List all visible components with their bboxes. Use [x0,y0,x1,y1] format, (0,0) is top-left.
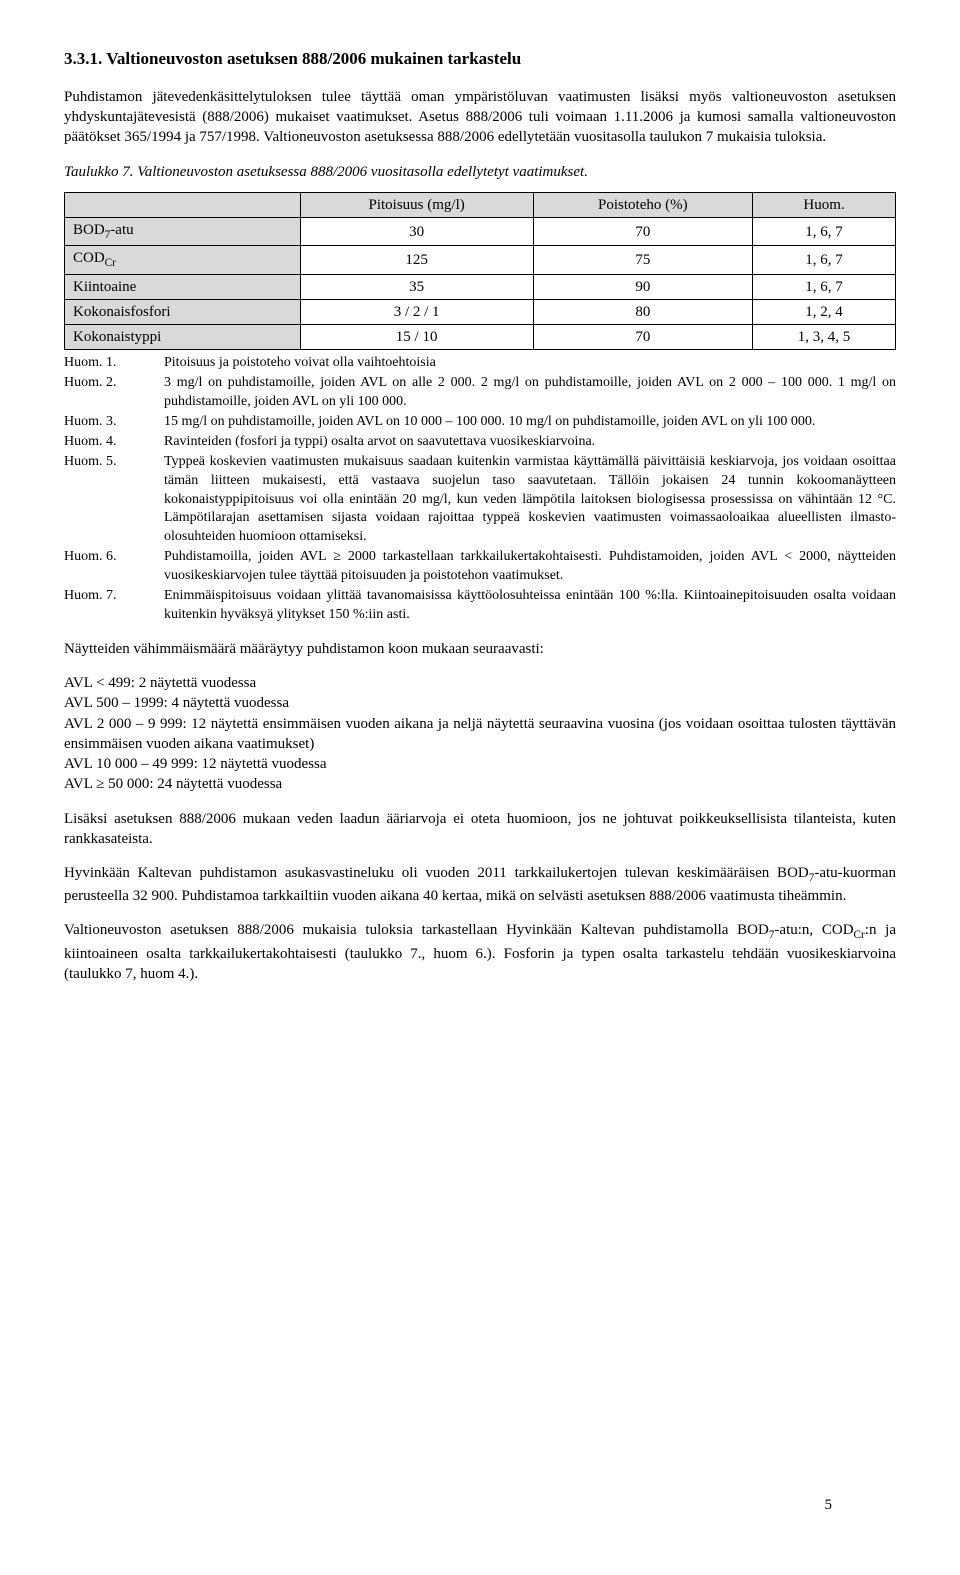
col-blank [65,192,301,217]
samples-intro: Näytteiden vähimmäismäärä määräytyy puhd… [64,639,896,659]
table-cell: 1, 2, 4 [752,299,895,324]
table-cell: 70 [533,325,752,350]
table-cell: 1, 3, 4, 5 [752,325,895,350]
table-cell: 80 [533,299,752,324]
table-row-label: Kokonaistyppi [65,325,301,350]
section-heading: 3.3.1. Valtioneuvoston asetuksen 888/200… [64,48,896,71]
table-cell: 1, 6, 7 [752,274,895,299]
table-row-label: Kiintoaine [65,274,301,299]
page-number: 5 [825,1495,833,1515]
table-caption: Taulukko 7. Valtioneuvoston asetuksessa … [64,162,896,182]
note-text: Ravinteiden (fosfori ja typpi) osalta ar… [164,433,896,452]
table-cell: 1, 6, 7 [752,218,895,246]
note-label: Huom. 6. [64,548,164,567]
col-pitoisuus: Pitoisuus (mg/l) [300,192,533,217]
note-label: Huom. 5. [64,453,164,472]
note-row: Huom. 6.Puhdistamoilla, joiden AVL ≥ 200… [64,548,896,586]
col-poistoteho: Poistoteho (%) [533,192,752,217]
note-row: Huom. 4.Ravinteiden (fosfori ja typpi) o… [64,433,896,452]
table-cell: 15 / 10 [300,325,533,350]
table-cell: 1, 6, 7 [752,246,895,274]
table-cell: 3 / 2 / 1 [300,299,533,324]
table-cell: 70 [533,218,752,246]
table-row-label: CODCr [65,246,301,274]
table-cell: 75 [533,246,752,274]
table-row-label: BOD7-atu [65,218,301,246]
table-body: BOD7-atu30701, 6, 7CODCr125751, 6, 7Kiin… [65,218,896,350]
requirements-table: Pitoisuus (mg/l) Poistoteho (%) Huom. BO… [64,192,896,350]
note-label: Huom. 3. [64,413,164,432]
note-row: Huom. 3.15 mg/l on puhdistamoille, joide… [64,413,896,432]
note-row: Huom. 5.Typpeä koskevien vaatimusten muk… [64,453,896,547]
note-row: Huom. 2.3 mg/l on puhdistamoille, joiden… [64,374,896,412]
table-cell: 35 [300,274,533,299]
table-cell: 30 [300,218,533,246]
note-text: Pitoisuus ja poistoteho voivat olla vaih… [164,354,896,373]
intro-paragraph: Puhdistamon jätevedenkäsittelytuloksen t… [64,87,896,148]
body-p5: Valtioneuvoston asetuksen 888/2006 mukai… [64,920,896,984]
body-p3: Lisäksi asetuksen 888/2006 mukaan veden … [64,809,896,850]
note-text: Typpeä koskevien vaatimusten mukaisuus s… [164,453,896,547]
body-p4: Hyvinkään Kaltevan puhdistamon asukasvas… [64,863,896,906]
note-label: Huom. 2. [64,374,164,393]
note-label: Huom. 4. [64,433,164,452]
note-label: Huom. 7. [64,587,164,606]
table-cell: 90 [533,274,752,299]
table-cell: 125 [300,246,533,274]
note-text: 3 mg/l on puhdistamoille, joiden AVL on … [164,374,896,412]
note-row: Huom. 1.Pitoisuus ja poistoteho voivat o… [64,354,896,373]
samples-list: AVL < 499: 2 näytettä vuodessaAVL 500 – … [64,673,896,795]
col-huom: Huom. [752,192,895,217]
note-text: Puhdistamoilla, joiden AVL ≥ 2000 tarkas… [164,548,896,586]
note-text: 15 mg/l on puhdistamoille, joiden AVL on… [164,413,896,432]
table-notes: Huom. 1.Pitoisuus ja poistoteho voivat o… [64,354,896,624]
note-text: Enimmäispitoisuus voidaan ylittää tavano… [164,587,896,625]
note-row: Huom. 7.Enimmäispitoisuus voidaan ylittä… [64,587,896,625]
table-row-label: Kokonaisfosfori [65,299,301,324]
note-label: Huom. 1. [64,354,164,373]
